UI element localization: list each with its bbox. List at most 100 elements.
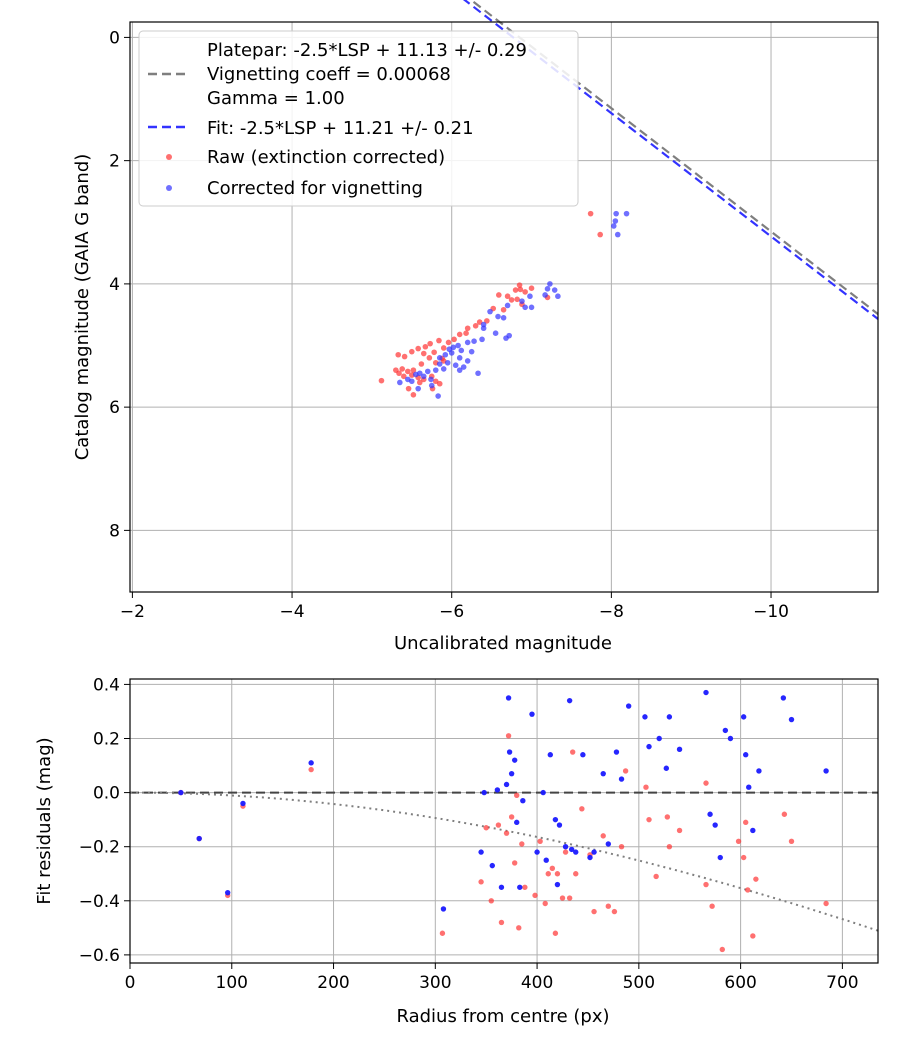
corrected-point xyxy=(568,846,575,853)
bottom-grid xyxy=(129,679,878,963)
corrected-point xyxy=(517,884,523,890)
legend-vignetting: Vignetting coeff = 0.00068 xyxy=(207,64,451,85)
corrected-point xyxy=(240,800,246,807)
top-fit-lines xyxy=(462,0,879,320)
corrected-point xyxy=(646,743,652,750)
corrected-point xyxy=(448,350,455,356)
raw-point xyxy=(500,306,507,313)
corrected-point xyxy=(224,889,231,896)
raw-point xyxy=(436,380,443,387)
corrected-point xyxy=(707,811,713,817)
raw-point xyxy=(666,843,673,850)
corrected-point xyxy=(556,822,563,828)
raw-point xyxy=(622,768,629,774)
raw-point xyxy=(709,903,715,909)
raw-point xyxy=(405,385,412,392)
corrected-point xyxy=(600,770,606,777)
corrected-point xyxy=(591,849,597,855)
corrected-point xyxy=(196,835,202,842)
raw-point xyxy=(484,318,490,324)
corrected-point xyxy=(436,361,443,367)
raw-point xyxy=(503,830,510,836)
corrected-point xyxy=(722,727,729,734)
raw-point xyxy=(422,343,429,350)
raw-point xyxy=(597,231,603,238)
raw-point xyxy=(514,792,520,799)
corrected-point xyxy=(464,339,471,346)
corrected-point xyxy=(613,749,620,755)
corrected-point xyxy=(424,368,431,375)
raw-point xyxy=(788,838,795,844)
corrected-point xyxy=(717,854,723,861)
raw-point xyxy=(549,865,556,872)
legend-box xyxy=(138,30,579,207)
corrected-point xyxy=(552,816,559,823)
corrected-point xyxy=(500,314,507,321)
corrected-point xyxy=(475,370,481,377)
y-tick-label: −0.2 xyxy=(79,838,120,858)
x-tick-label: −2 xyxy=(120,602,145,622)
raw-point xyxy=(436,337,442,344)
corrected-point xyxy=(712,822,718,828)
raw-point xyxy=(643,784,649,790)
corrected-point xyxy=(666,714,673,720)
corrected-point xyxy=(495,313,501,320)
y-tick-label: 0.2 xyxy=(93,730,120,750)
raw-point xyxy=(522,289,528,295)
corrected-point xyxy=(587,854,593,861)
corrected-point xyxy=(540,789,546,796)
corrected-point xyxy=(420,373,427,380)
y-tick-label: −0.4 xyxy=(79,892,120,912)
legend-raw: Raw (extinction corrected) xyxy=(207,147,445,168)
raw-point xyxy=(579,806,585,812)
raw-point xyxy=(618,843,625,850)
corrected-point xyxy=(750,827,756,834)
corrected-point xyxy=(625,703,632,709)
corrected-point xyxy=(610,223,617,229)
corrected-point xyxy=(551,287,558,293)
raw-point xyxy=(464,325,471,332)
raw-point xyxy=(405,368,411,375)
corrected-point xyxy=(656,735,662,742)
raw-point xyxy=(427,340,433,347)
x-tick-label: −10 xyxy=(753,602,789,622)
raw-point xyxy=(439,930,446,936)
raw-point xyxy=(401,373,407,380)
corrected-point xyxy=(412,371,419,378)
raw-point xyxy=(517,286,524,293)
raw-point xyxy=(587,210,594,217)
corrected-point xyxy=(504,302,511,309)
corrected-point xyxy=(612,218,619,224)
corrected-point xyxy=(480,325,487,332)
raw-point xyxy=(410,367,417,373)
raw-point xyxy=(516,282,523,288)
raw-point xyxy=(703,881,709,888)
legend-platepar: Platepar: -2.5*LSP + 11.13 +/- 0.29 xyxy=(207,40,527,61)
legend-corrected: Corrected for vignetting xyxy=(207,178,423,199)
corrected-point xyxy=(788,716,795,723)
raw-point xyxy=(401,353,408,360)
x-tick-label: 300 xyxy=(419,973,451,993)
raw-point xyxy=(566,895,573,901)
corrected-point xyxy=(440,906,447,912)
raw-point xyxy=(432,378,439,385)
raw-point xyxy=(514,296,520,303)
raw-point xyxy=(646,816,652,823)
corrected-point xyxy=(452,362,459,369)
y-tick-label: 0 xyxy=(109,28,120,48)
raw-point xyxy=(542,900,548,907)
raw-point xyxy=(476,319,483,325)
raw-point xyxy=(569,749,576,755)
raw-point xyxy=(410,392,417,398)
corrected-point xyxy=(703,689,709,696)
corrected-point xyxy=(478,849,484,855)
corrected-point xyxy=(468,348,475,355)
raw-point xyxy=(440,345,447,351)
y-tick-label: 8 xyxy=(109,521,120,541)
raw-point xyxy=(750,933,756,939)
raw-point xyxy=(495,822,502,828)
raw-point xyxy=(396,370,402,377)
corrected-point xyxy=(529,711,535,717)
corrected-point xyxy=(623,210,630,217)
